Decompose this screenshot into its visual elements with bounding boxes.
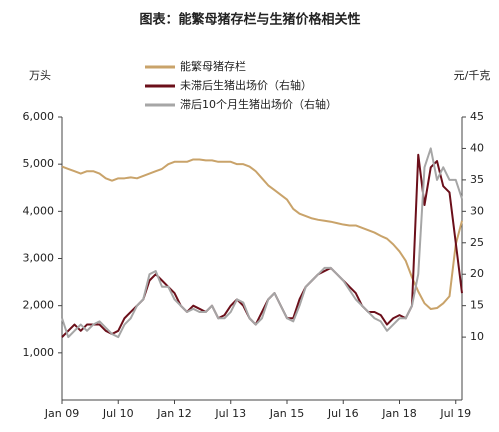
y-axis-label: 万头	[29, 69, 51, 82]
y-tick-label: 5,000	[23, 157, 55, 170]
series-line	[61, 158, 463, 310]
y2-tick-label: 45	[470, 110, 484, 123]
y-tick-label: 4,000	[23, 204, 55, 217]
x-tick-label: Jan 09	[44, 407, 79, 420]
y-tick-label: 2,000	[23, 299, 55, 312]
series-line	[61, 147, 463, 339]
y-tick-label: 6,000	[23, 110, 55, 123]
y2-tick-label: 30	[470, 204, 484, 217]
y2-axis-label: 元/千克	[454, 69, 491, 82]
y2-tick-label: 20	[470, 267, 484, 280]
y2-tick-label: 25	[470, 236, 484, 249]
legend-label: 滞后10个月生猪出场价（右轴）	[180, 97, 337, 111]
chart-title: 图表：能繁母猪存栏与生猪价格相关性	[139, 12, 360, 28]
y2-tick-label: 15	[470, 299, 484, 312]
y2-tick-label: 40	[470, 141, 484, 154]
x-tick-label: Jan 15	[269, 407, 304, 420]
x-tick-label: Jan 12	[156, 407, 191, 420]
legend-label: 未滞后生猪出场价（右轴）	[180, 78, 312, 92]
y2-tick-label: 10	[470, 330, 484, 343]
x-tick-label: Jul 10	[102, 407, 134, 420]
x-tick-label: Jul 16	[327, 407, 359, 420]
legend-label: 能繁母猪存栏	[180, 59, 246, 73]
y-tick-label: 3,000	[23, 252, 55, 265]
x-tick-label: Jan 18	[381, 407, 416, 420]
x-tick-label: Jul 19	[439, 407, 471, 420]
y2-tick-label: 35	[470, 173, 484, 186]
series-line	[61, 153, 463, 338]
x-tick-label: Jul 13	[214, 407, 246, 420]
y-tick-label: 1,000	[23, 346, 55, 359]
